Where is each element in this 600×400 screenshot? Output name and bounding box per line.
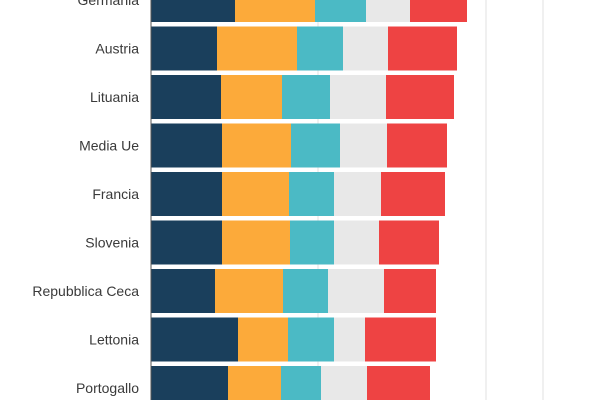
- bar-segment: [283, 269, 328, 313]
- bar-segment: [151, 0, 235, 22]
- bar-segment: [151, 317, 238, 362]
- category-label: Austria: [95, 41, 139, 57]
- bar-segment: [365, 317, 436, 362]
- bar-segment: [387, 123, 447, 168]
- bar-segment: [151, 269, 215, 313]
- bar-segment: [330, 75, 386, 119]
- category-labels: Germania Austria Lituania Media Ue Francia Sl…: [32, 0, 139, 396]
- category-label: Media Ue: [79, 138, 139, 154]
- bar-segment: [289, 172, 334, 216]
- category-label: Lituania: [90, 89, 139, 105]
- bar-segment: [366, 0, 410, 22]
- bars: [151, 0, 467, 400]
- bar-segment: [410, 0, 467, 22]
- bar-segment: [217, 26, 297, 71]
- bar-segment: [367, 366, 430, 400]
- bar-segment: [215, 269, 283, 313]
- bar-segment: [381, 172, 445, 216]
- bar-segment: [388, 26, 457, 71]
- bar-segment: [334, 220, 379, 265]
- category-label: Germania: [78, 0, 140, 8]
- bar-segment: [288, 317, 334, 362]
- bar-segment: [334, 172, 381, 216]
- bar-segment: [281, 366, 321, 400]
- bar-segment: [315, 0, 366, 22]
- bar-segment: [228, 366, 281, 400]
- bar-segment: [386, 75, 454, 119]
- bar-segment: [222, 220, 290, 265]
- bar-segment: [151, 366, 228, 400]
- bar-segment: [290, 220, 334, 265]
- category-label: Slovenia: [85, 235, 139, 251]
- bar-segment: [238, 317, 288, 362]
- bar-segment: [235, 0, 315, 22]
- bar-segment: [221, 75, 282, 119]
- bar-segment: [151, 26, 217, 71]
- bar-segment: [379, 220, 439, 265]
- category-label: Portogallo: [76, 380, 139, 396]
- bar-segment: [151, 75, 221, 119]
- bar-segment: [321, 366, 367, 400]
- category-label: Repubblica Ceca: [32, 283, 139, 299]
- bar-segment: [151, 123, 222, 168]
- bar-segment: [151, 220, 222, 265]
- bar-segment: [384, 269, 436, 313]
- bar-segment: [222, 123, 291, 168]
- bar-segment: [222, 172, 289, 216]
- bar-segment: [340, 123, 387, 168]
- bar-segment: [291, 123, 340, 168]
- bar-segment: [297, 26, 343, 71]
- category-label: Lettonia: [89, 332, 139, 348]
- bar-segment: [282, 75, 330, 119]
- category-label: Francia: [92, 186, 139, 202]
- bar-segment: [343, 26, 388, 71]
- bar-segment: [334, 317, 365, 362]
- bar-segment: [328, 269, 384, 313]
- bar-segment: [151, 172, 222, 216]
